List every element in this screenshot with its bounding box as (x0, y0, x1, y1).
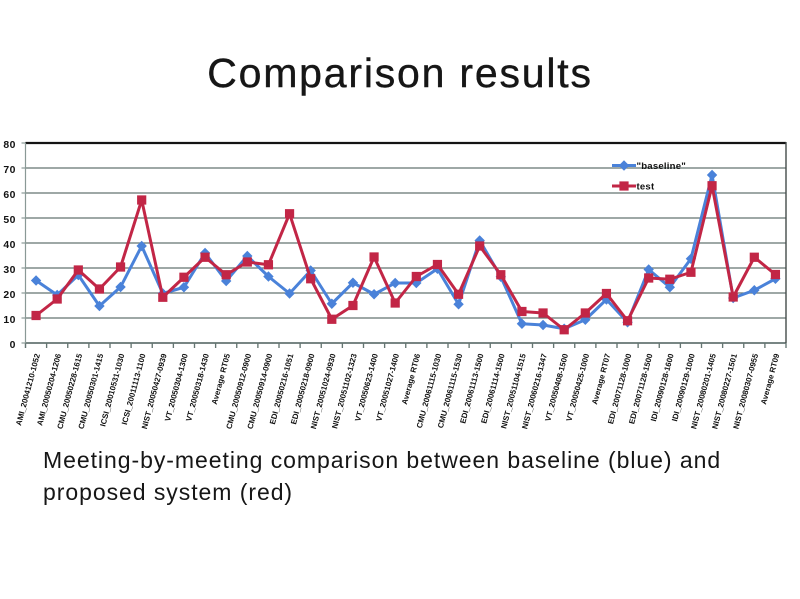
svg-text:Average RT09: Average RT09 (759, 352, 781, 405)
svg-text:30: 30 (3, 265, 16, 276)
svg-text:VT_20051027-1400: VT_20051027-1400 (374, 352, 401, 422)
svg-text:10: 10 (3, 315, 16, 326)
svg-text:Average RT06: Average RT06 (400, 352, 422, 405)
svg-text:60: 60 (3, 190, 16, 201)
svg-text:50: 50 (3, 215, 16, 226)
svg-text:40: 40 (3, 240, 16, 251)
svg-text:70: 70 (3, 165, 16, 176)
svg-text:0: 0 (10, 340, 16, 351)
svg-text:Average RT07: Average RT07 (590, 352, 612, 405)
svg-text:Average RT05: Average RT05 (210, 352, 232, 405)
svg-text:80: 80 (3, 140, 16, 151)
svg-text:test: test (637, 181, 655, 192)
svg-text:VT_20050425-1000: VT_20050425-1000 (564, 352, 591, 422)
svg-text:VT_20050318-1430: VT_20050318-1430 (184, 352, 211, 422)
svg-text:"baseline": "baseline" (637, 161, 687, 172)
svg-text:20: 20 (3, 290, 16, 301)
